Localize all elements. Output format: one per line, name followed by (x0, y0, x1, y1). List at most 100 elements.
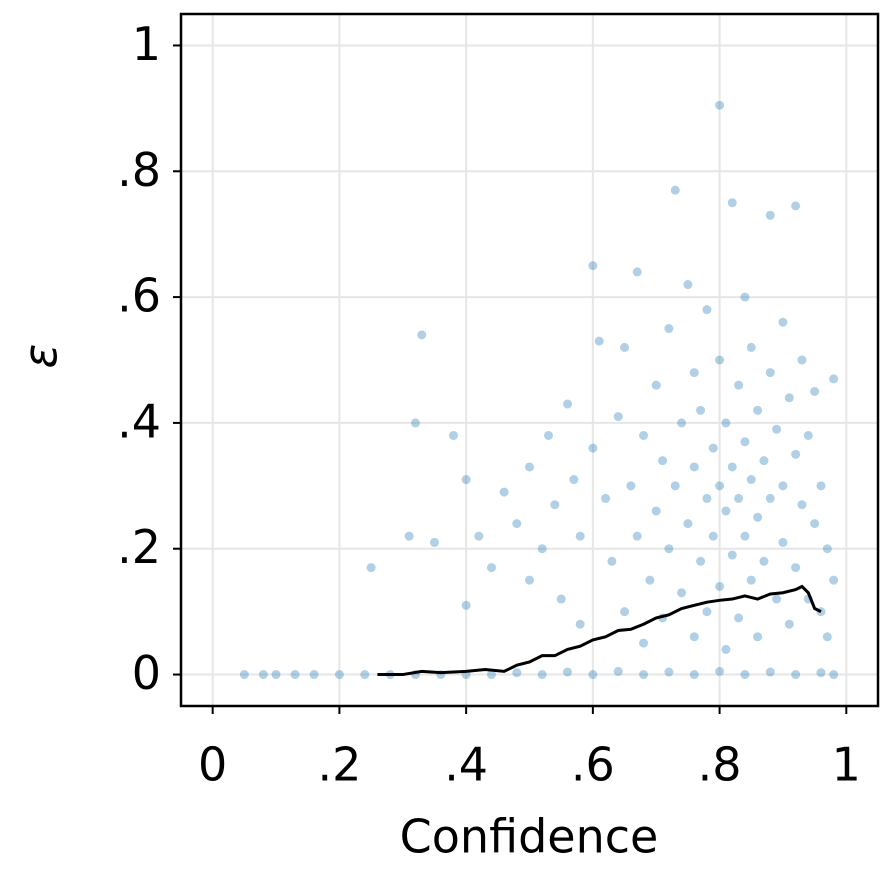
point (759, 456, 769, 466)
point (639, 670, 649, 680)
point (613, 666, 623, 676)
y-axis-label: ε (14, 344, 68, 369)
point (765, 667, 775, 677)
point (727, 550, 737, 560)
point (822, 544, 832, 554)
point (784, 393, 794, 403)
point (677, 418, 687, 428)
point (499, 487, 509, 497)
point (607, 556, 617, 566)
point (702, 493, 712, 503)
point (791, 201, 801, 211)
point (816, 481, 826, 491)
point (512, 519, 522, 529)
point (829, 575, 839, 585)
point (632, 267, 642, 277)
point (366, 563, 376, 573)
point (778, 481, 788, 491)
point (810, 519, 820, 529)
point (746, 475, 756, 485)
point (829, 670, 839, 680)
point (797, 355, 807, 365)
point (486, 563, 496, 573)
point (588, 443, 598, 453)
point (753, 405, 763, 415)
x-tick-label: .6 (571, 738, 615, 792)
point (239, 670, 249, 680)
point (575, 531, 585, 541)
x-tick-label: .8 (698, 738, 742, 792)
point (740, 531, 750, 541)
point (544, 430, 554, 440)
point (537, 670, 547, 680)
point (740, 437, 750, 447)
point (309, 670, 319, 680)
point (645, 575, 655, 585)
point (791, 670, 801, 680)
point (360, 670, 370, 680)
y-tick-label: .8 (117, 143, 161, 197)
point (556, 594, 566, 604)
point (778, 537, 788, 547)
point (588, 261, 598, 271)
point (683, 519, 693, 529)
point (829, 374, 839, 384)
point (664, 544, 674, 554)
point (765, 368, 775, 378)
point (404, 531, 414, 541)
point (271, 670, 281, 680)
point (727, 462, 737, 472)
point (525, 575, 534, 585)
point (632, 531, 642, 541)
point (715, 481, 725, 491)
point (689, 670, 699, 680)
point (620, 342, 630, 352)
point (601, 493, 611, 503)
point (670, 481, 680, 491)
y-tick-label: 0 (132, 646, 161, 700)
point (702, 305, 712, 315)
point (689, 368, 699, 378)
point (803, 430, 813, 440)
point (746, 342, 756, 352)
x-tick-label: 0 (198, 738, 227, 792)
point (474, 531, 484, 541)
point (740, 292, 750, 302)
x-tick-label: .2 (317, 738, 361, 792)
point (753, 632, 763, 642)
point (765, 210, 775, 220)
grid (181, 14, 878, 706)
point (772, 424, 782, 434)
point (740, 670, 750, 680)
point (708, 531, 718, 541)
scatter-points (239, 100, 839, 680)
point (417, 330, 427, 340)
point (791, 563, 801, 573)
point (683, 280, 693, 290)
point (765, 493, 775, 503)
point (575, 619, 585, 629)
x-axis-label: Confidence (400, 810, 659, 864)
point (696, 556, 706, 566)
point (651, 380, 661, 390)
point (290, 670, 300, 680)
point (689, 462, 699, 472)
point (639, 430, 649, 440)
point (715, 666, 725, 676)
point (512, 668, 522, 678)
point (734, 380, 744, 390)
point (721, 644, 731, 654)
point (715, 581, 725, 591)
point (594, 336, 604, 346)
point (620, 607, 630, 617)
point (658, 456, 668, 466)
point (784, 619, 794, 629)
point (588, 670, 598, 680)
point (816, 668, 826, 678)
point (410, 418, 420, 428)
point (715, 355, 725, 365)
point (727, 198, 737, 208)
point (448, 430, 458, 440)
point (639, 638, 649, 648)
